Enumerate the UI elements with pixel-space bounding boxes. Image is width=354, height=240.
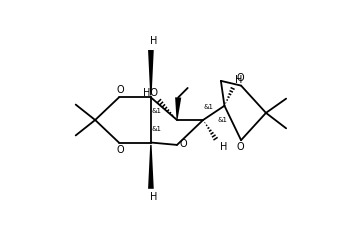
Text: O: O [236, 142, 244, 152]
Text: H: H [235, 75, 242, 85]
Text: H: H [150, 192, 158, 202]
Polygon shape [150, 47, 151, 97]
Text: O: O [117, 85, 125, 95]
Text: &1: &1 [152, 126, 162, 132]
Polygon shape [148, 50, 154, 95]
Text: O: O [180, 139, 188, 150]
Text: &1: &1 [218, 117, 228, 123]
Text: O: O [117, 145, 125, 155]
Text: HO: HO [143, 88, 158, 98]
Text: O: O [236, 73, 244, 84]
Text: H: H [150, 36, 158, 46]
Text: &1: &1 [152, 108, 162, 114]
Text: H: H [219, 142, 227, 152]
Text: &1: &1 [203, 104, 213, 110]
Polygon shape [148, 145, 154, 189]
Polygon shape [175, 97, 181, 120]
